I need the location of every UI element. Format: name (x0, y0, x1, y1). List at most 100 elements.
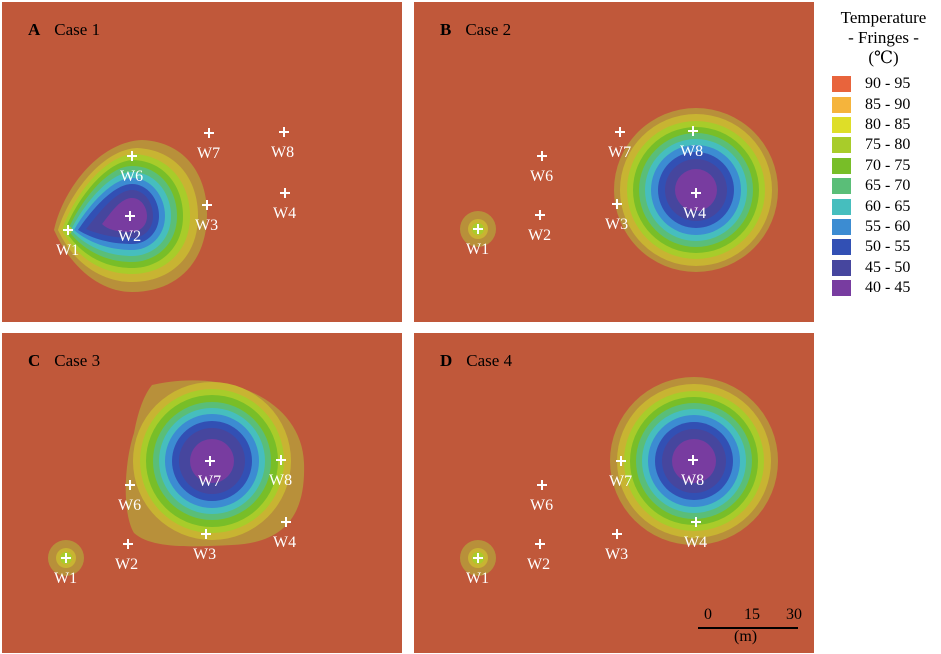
temperature-legend: Temperature - Fringes - (℃) 90 - 95 85 - … (826, 8, 941, 298)
legend-swatch (832, 96, 851, 113)
panel-title: B Case 2 (440, 20, 511, 40)
temperature-map-case-4: W1 W2 W3 W4 W6 W7 W8 (460, 377, 778, 587)
well-label: W4 (684, 534, 707, 551)
temperature-map-case-1: W1 W2 W3 W4 W6 W7 W8 (54, 127, 296, 292)
legend-item: 80 - 85 (832, 115, 941, 135)
legend-item: 75 - 80 (832, 135, 941, 155)
legend-item: 40 - 45 (832, 278, 941, 298)
well-W1: W1 (56, 225, 79, 259)
well-label: W8 (271, 144, 294, 161)
well-W2: W2 (527, 539, 550, 573)
panel-title: A Case 1 (28, 20, 100, 40)
well-W1: W1 (466, 553, 489, 587)
well-W7: W7 (197, 128, 220, 162)
scale-tick-label: 30 (786, 606, 802, 623)
legend-label: 85 - 90 (865, 95, 911, 113)
panel-title: C Case 3 (28, 351, 100, 371)
legend-label: 45 - 50 (865, 258, 911, 276)
well-W8: W8 (681, 455, 704, 489)
legend-swatch (832, 157, 851, 174)
well-W3: W3 (193, 529, 216, 563)
well-W6: W6 (530, 480, 553, 514)
well-label: W7 (608, 144, 631, 161)
panel-case-3: W1 W2 W3 W4 W6 W7 W8 C Case 3 (2, 333, 402, 653)
cold-plume (48, 380, 305, 576)
well-label: W7 (197, 145, 220, 162)
well-label: W3 (193, 546, 216, 563)
panel-letter: C (28, 351, 41, 370)
well-label: W3 (195, 217, 218, 234)
legend-swatch (832, 280, 851, 297)
legend-swatch (832, 259, 851, 276)
scale-unit-label: (m) (734, 628, 758, 645)
well-label: W3 (605, 216, 628, 233)
legend-label: 75 - 80 (865, 136, 911, 154)
legend-label: 90 - 95 (865, 75, 911, 93)
scale-bar: 0 15 30 (m) (690, 606, 810, 652)
well-label: W7 (198, 473, 221, 490)
well-W2: W2 (528, 210, 551, 244)
well-W4: W4 (683, 188, 706, 222)
panel-letter: A (28, 20, 41, 39)
scale-tick-label: 0 (704, 606, 712, 623)
well-label: W1 (54, 570, 77, 587)
well-label: W6 (118, 497, 141, 514)
well-W8: W8 (680, 126, 703, 160)
well-label: W6 (530, 497, 553, 514)
legend-swatch (832, 239, 851, 256)
panel-title: D Case 4 (440, 351, 512, 371)
legend-title-line: - Fringes - (848, 28, 919, 47)
well-W4: W4 (273, 188, 296, 222)
well-W2: W2 (115, 539, 138, 573)
panel-case-1: W1 W2 W3 W4 W6 W7 W8 A Case 1 (2, 2, 402, 322)
well-label: W4 (273, 205, 296, 222)
well-W4: W4 (273, 517, 296, 551)
legend-item: 70 - 75 (832, 156, 941, 176)
well-W7: W7 (608, 127, 631, 161)
temperature-map-case-3: W1 W2 W3 W4 W6 W7 W8 (48, 380, 305, 587)
well-label: W4 (273, 534, 296, 551)
well-label: W1 (466, 570, 489, 587)
panel-case-label: Case 3 (54, 351, 101, 370)
well-label: W8 (680, 143, 703, 160)
legend-swatch (832, 198, 851, 215)
panel-case-label: Case 2 (465, 20, 512, 39)
legend-item: 65 - 70 (832, 176, 941, 196)
well-label: W3 (605, 546, 628, 563)
legend-items: 90 - 95 85 - 90 80 - 85 75 - 80 70 - 75 65 - … (826, 74, 941, 298)
panel-letter: B (440, 20, 452, 39)
panel-case-2: W1 W2 W3 W4 W6 W7 W8 B Case 2 (414, 2, 814, 322)
well-W8: W8 (271, 127, 294, 161)
well-label: W1 (56, 242, 79, 259)
well-label: W6 (530, 168, 553, 185)
legend-swatch (832, 137, 851, 154)
legend-label: 60 - 65 (865, 197, 911, 215)
well-label: W1 (466, 241, 489, 258)
well-W7: W7 (198, 456, 221, 490)
well-label: W2 (527, 556, 550, 573)
well-label: W6 (120, 168, 143, 185)
well-W1: W1 (466, 224, 489, 258)
well-W1: W1 (54, 553, 77, 587)
legend-swatch (832, 76, 851, 93)
legend-swatch (832, 218, 851, 235)
well-W3: W3 (605, 199, 628, 233)
panel-case-label: Case 1 (54, 20, 101, 39)
legend-title-line: (℃) (868, 48, 899, 67)
legend-item: 50 - 55 (832, 237, 941, 257)
well-W3: W3 (195, 200, 218, 234)
legend-swatch (832, 178, 851, 195)
panel-letter: D (440, 351, 453, 370)
well-W3: W3 (605, 529, 628, 563)
legend-item: 85 - 90 (832, 94, 941, 114)
well-W2: W2 (118, 211, 141, 245)
legend-label: 40 - 45 (865, 279, 911, 297)
well-label: W4 (683, 205, 706, 222)
well-label: W8 (269, 472, 292, 489)
scale-tick-label: 15 (744, 606, 760, 623)
well-W6: W6 (118, 480, 141, 514)
legend-item: 90 - 95 (832, 74, 941, 94)
scale-line (698, 627, 798, 629)
legend-swatch (832, 116, 851, 133)
legend-item: 60 - 65 (832, 196, 941, 216)
